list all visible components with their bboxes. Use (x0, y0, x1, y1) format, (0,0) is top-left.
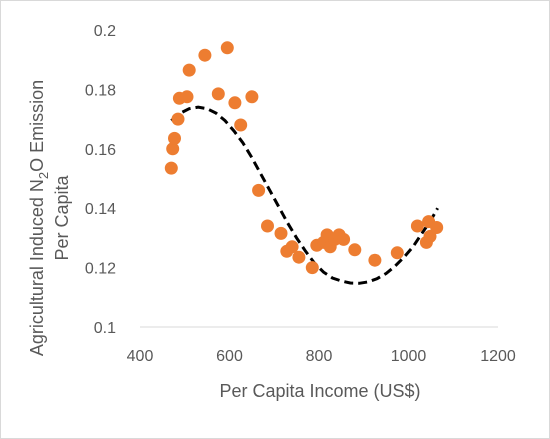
y-tick-label: 0.14 (85, 201, 116, 218)
data-point (164, 161, 178, 175)
y-tick-label: 0.16 (85, 142, 116, 159)
x-tick-label: 1000 (391, 348, 427, 365)
data-point (292, 250, 306, 264)
trendline-series (170, 105, 439, 285)
y-axis-title-line1: Agricultural Induced N2O Emission (27, 80, 51, 356)
data-point (430, 221, 444, 234)
data-point (234, 118, 248, 132)
x-tick-label: 1200 (480, 348, 516, 365)
data-point (166, 142, 180, 156)
data-point (211, 87, 225, 101)
data-points-layer (164, 41, 444, 275)
data-point (348, 243, 362, 257)
y-tick-label: 0.12 (85, 261, 116, 278)
y-tick-label: 0.1 (94, 320, 116, 337)
data-point (228, 96, 242, 110)
y-tick-label: 0.2 (94, 23, 116, 40)
data-point (245, 90, 259, 104)
y-tick-label: 0.18 (85, 82, 116, 99)
data-point (410, 219, 424, 233)
tick-labels: 400 600 800 1000 1200 0.1 0.12 0.14 0.16 0.18 0.2 (85, 23, 516, 365)
data-point (198, 48, 212, 62)
data-point (252, 183, 266, 197)
data-point (337, 232, 351, 246)
x-tick-label: 800 (306, 348, 333, 365)
data-point (423, 229, 437, 243)
x-axis-title: Per Capita Income (US$) (219, 381, 420, 401)
data-point (390, 246, 404, 260)
data-point (171, 112, 185, 126)
data-point (305, 261, 319, 275)
x-tick-label: 600 (216, 348, 243, 365)
data-point (274, 226, 288, 240)
data-point (220, 41, 234, 55)
data-point (182, 63, 196, 77)
y-axis-title-line2: Per Capita (52, 174, 72, 260)
data-point (261, 219, 274, 233)
data-point (180, 90, 194, 104)
x-tick-label: 400 (127, 348, 154, 365)
data-point (285, 240, 299, 254)
trendline-layer (170, 105, 439, 285)
data-point (168, 131, 181, 145)
data-point (368, 253, 382, 267)
